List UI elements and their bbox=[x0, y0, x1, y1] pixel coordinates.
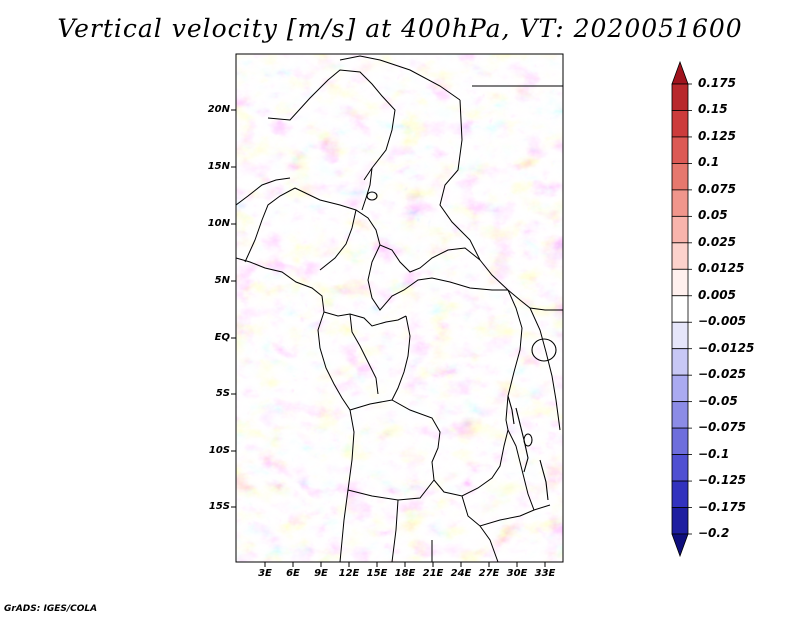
colorbar-swatch bbox=[671, 374, 689, 403]
lon-label-12e: 12E bbox=[338, 568, 360, 579]
lat-label-5s: 5S bbox=[215, 388, 230, 399]
colorbar-level-label: 0.125 bbox=[698, 128, 736, 143]
colorbar-swatch bbox=[671, 507, 689, 535]
colorbar-swatch bbox=[671, 295, 689, 323]
colorbar-swatch bbox=[671, 321, 689, 350]
colorbar-level-label: 0.175 bbox=[698, 76, 736, 90]
lon-label-30e: 30E bbox=[506, 568, 528, 579]
lat-label-eq: EQ bbox=[214, 332, 230, 343]
colorbar-level-label: 0.025 bbox=[698, 234, 736, 249]
lon-label-15e: 15E bbox=[366, 568, 388, 579]
lat-label-10s: 10S bbox=[208, 445, 230, 456]
colorbar-level-label: 0.005 bbox=[698, 287, 736, 302]
colorbar-swatch bbox=[671, 163, 689, 191]
colorbar-swatch bbox=[671, 83, 689, 111]
lon-label-9e: 9E bbox=[314, 568, 328, 579]
colorbar-swatch bbox=[671, 401, 689, 429]
lon-label-21e: 21E bbox=[422, 568, 444, 579]
colorbar-swatch bbox=[671, 110, 689, 138]
lat-label-5n: 5N bbox=[214, 275, 230, 286]
colorbar-level-label: 0.05 bbox=[698, 208, 728, 223]
colorbar-swatch bbox=[671, 189, 689, 217]
colorbar-level-label: −0.005 bbox=[698, 314, 747, 329]
colorbar-swatch bbox=[671, 136, 689, 164]
lat-label-15s: 15S bbox=[208, 501, 230, 512]
colorbar-level-label: −0.2 bbox=[698, 526, 730, 540]
colorbar-level-label: 0.0125 bbox=[698, 261, 745, 276]
country-borders bbox=[236, 55, 563, 562]
colorbar-boxes bbox=[671, 60, 692, 558]
colorbar-swatch bbox=[671, 215, 689, 244]
colorbar-level-label: −0.175 bbox=[698, 499, 747, 514]
colorbar-swatch bbox=[671, 454, 689, 482]
colorbar-level-label: −0.125 bbox=[698, 473, 747, 488]
lon-label-6e: 6E bbox=[286, 568, 300, 579]
grads-credit: GrADS: IGES/COLA bbox=[4, 604, 98, 614]
colorbar-swatch bbox=[671, 268, 689, 297]
colorbar-swatch bbox=[671, 427, 689, 455]
colorbar-level-label: −0.1 bbox=[698, 446, 730, 461]
lon-label-3e: 3E bbox=[258, 568, 272, 579]
lon-label-24e: 24E bbox=[450, 568, 472, 579]
colorbar-swatch bbox=[671, 60, 689, 85]
colorbar-level-label: −0.05 bbox=[698, 393, 738, 408]
colorbar-level-label: 0.15 bbox=[698, 102, 728, 117]
map-title: Vertical velocity [m/s] at 400hPa, VT: 2… bbox=[57, 14, 743, 43]
colorbar-swatch bbox=[671, 242, 689, 270]
colorbar-level-label: −0.075 bbox=[698, 420, 747, 435]
lon-label-18e: 18E bbox=[394, 568, 416, 579]
lat-label-10n: 10N bbox=[207, 218, 230, 229]
colorbar-swatch bbox=[671, 480, 689, 508]
map-frame-border bbox=[235, 53, 564, 563]
velocity-field bbox=[236, 54, 563, 562]
colorbar-swatch bbox=[671, 533, 689, 558]
colorbar-level-label: −0.025 bbox=[698, 367, 747, 382]
lat-label-20n: 20N bbox=[207, 104, 230, 115]
colorbar-level-label: 0.1 bbox=[698, 155, 720, 170]
lat-label-15n: 15N bbox=[207, 161, 230, 172]
colorbar-level-label: −0.0125 bbox=[698, 340, 755, 355]
colorbar-level-label: 0.075 bbox=[698, 181, 736, 196]
lon-label-33e: 33E bbox=[534, 568, 556, 579]
lon-label-27e: 27E bbox=[478, 568, 500, 579]
colorbar-swatch bbox=[671, 348, 689, 376]
axis-ticks bbox=[231, 109, 546, 567]
lakes bbox=[366, 191, 557, 501]
